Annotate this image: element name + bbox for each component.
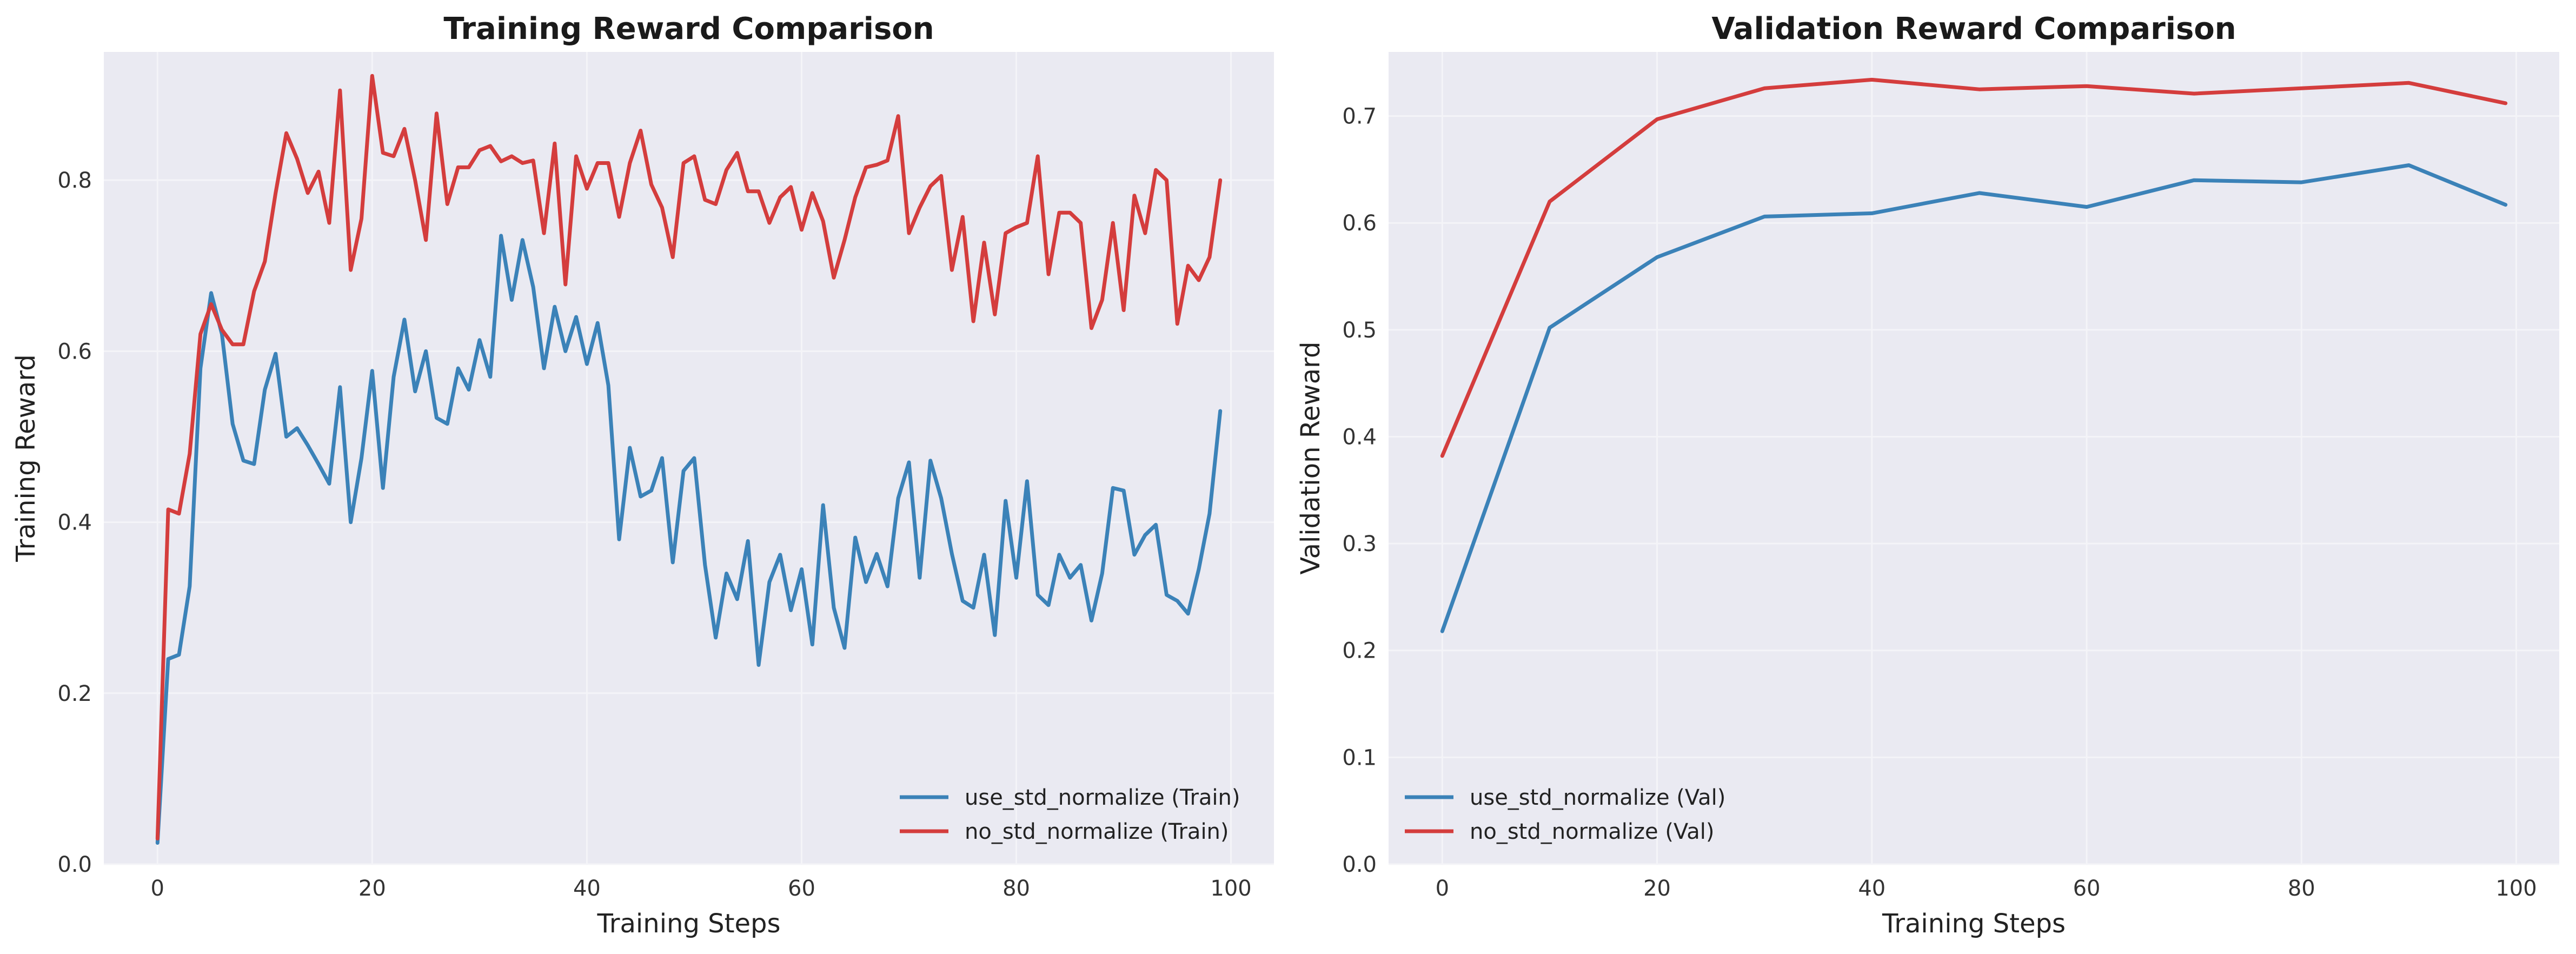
x-tick-label: 20: [358, 876, 386, 901]
validation-series-group: [1440, 77, 2508, 633]
training-plot-background: [104, 52, 1274, 864]
validation-plot-background: [1389, 52, 2559, 864]
validation-chart-title: Validation Reward Comparison: [1711, 11, 2236, 47]
x-tick-label: 60: [788, 876, 815, 901]
training-reward-panel: 0 20 40 60 80 100 0.0 0.2 0.4 0.6 0.8 Training Rew…: [11, 11, 1274, 939]
x-tick-label: 100: [1210, 876, 1251, 901]
y-tick-label: 0.3: [1342, 532, 1377, 556]
training-chart-title: Training Reward Comparison: [443, 11, 934, 47]
y-tick-label: 0.0: [57, 852, 92, 877]
x-tick-label: 0: [151, 876, 164, 901]
y-tick-label: 0.4: [57, 511, 92, 535]
x-tick-label: 80: [2288, 876, 2315, 901]
series-line-use-std: [1440, 163, 2508, 633]
x-tick-label: 40: [1858, 876, 1885, 901]
series-line-no-std: [1440, 77, 2508, 458]
legend-label-use-std-val: use_std_normalize (Val): [1470, 785, 1725, 810]
y-tick-label: 0.6: [1342, 211, 1377, 236]
validation-y-axis-label: Validation Reward: [1296, 341, 1326, 574]
validation-tick-labels: 0 20 40 60 80 100 0.0 0.1 0.2 0.3 0.4 0.5 0.6 0.7: [1342, 104, 2537, 901]
legend-label-use-std-train: use_std_normalize (Train): [965, 785, 1240, 810]
series-line-use-std: [155, 234, 1223, 845]
validation-reward-panel: 0 20 40 60 80 100 0.0 0.1 0.2 0.3 0.4 0.5 0.6 0.7 Val…: [1296, 11, 2559, 939]
x-tick-label: 0: [1436, 876, 1449, 901]
x-tick-label: 100: [2495, 876, 2537, 901]
series-line-no-std: [155, 74, 1223, 841]
y-tick-label: 0.0: [1342, 852, 1377, 877]
x-tick-label: 40: [573, 876, 601, 901]
validation-legend: use_std_normalize (Val) no_std_normalize…: [1405, 785, 1725, 844]
training-x-axis-label: Training Steps: [597, 909, 781, 939]
legend-label-no-std-val: no_std_normalize (Val): [1470, 819, 1714, 844]
y-tick-label: 0.4: [1342, 425, 1377, 449]
y-tick-label: 0.5: [1342, 318, 1377, 343]
y-tick-label: 0.7: [1342, 104, 1377, 129]
validation-x-axis-label: Training Steps: [1882, 909, 2066, 939]
x-tick-label: 60: [2073, 876, 2101, 901]
y-tick-label: 0.2: [57, 681, 92, 706]
y-tick-label: 0.6: [57, 339, 92, 364]
y-tick-label: 0.2: [1342, 639, 1377, 664]
training-legend: use_std_normalize (Train) no_std_normali…: [900, 785, 1240, 844]
y-tick-label: 0.8: [57, 168, 92, 193]
validation-grid: [1389, 52, 2559, 865]
x-tick-label: 80: [1002, 876, 1030, 901]
legend-label-no-std-train: no_std_normalize (Train): [965, 819, 1229, 844]
x-tick-label: 20: [1643, 876, 1671, 901]
training-series-group: [155, 74, 1223, 845]
training-tick-labels: 0 20 40 60 80 100 0.0 0.2 0.4 0.6 0.8: [57, 168, 1251, 901]
training-y-axis-label: Training Reward: [11, 354, 41, 562]
y-tick-label: 0.1: [1342, 745, 1377, 770]
